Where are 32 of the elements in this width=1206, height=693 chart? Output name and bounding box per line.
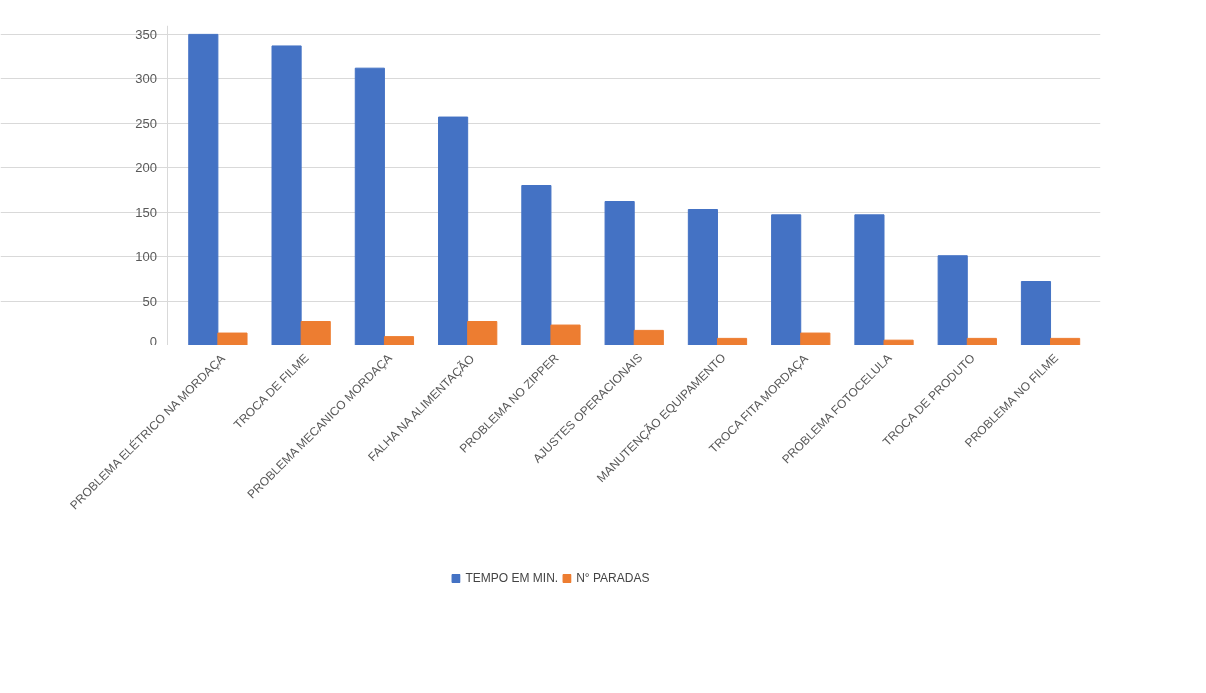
bar [716,337,748,345]
bar [1020,281,1052,345]
bar [1050,337,1081,345]
bar [633,329,664,345]
bar [937,255,968,345]
legend-label: TEMPO EM MIN. [465,571,559,585]
legend-label: N° PARADAS [576,571,650,585]
y-tick-label: 150 [135,204,157,220]
bar [854,214,885,345]
bar [604,201,635,345]
y-tick-label: 100 [135,249,157,265]
y-tick-label: 200 [135,160,157,176]
bar [883,339,914,345]
bar [188,33,219,345]
y-tick-label: 50 [142,293,157,309]
y-tick-label: 300 [135,71,157,87]
bar [966,337,997,345]
bar [521,185,552,345]
bar [354,67,385,345]
bar [217,332,248,345]
y-tick-label: 350 [135,26,157,42]
bar [438,116,469,345]
bar [383,336,415,345]
bar [550,324,581,345]
bar [300,321,331,345]
bar [271,45,302,345]
bar [687,209,718,345]
bar [771,214,802,345]
y-tick-label: 0 [149,333,157,349]
bar [467,321,498,345]
y-tick-label: 250 [135,115,157,131]
bar [800,332,831,345]
